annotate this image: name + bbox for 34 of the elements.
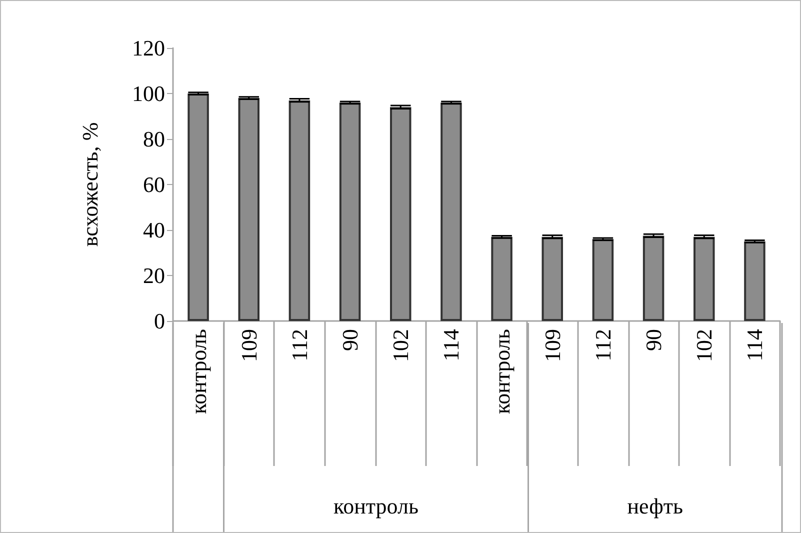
bar — [440, 102, 462, 321]
x-tick-label: 102 — [388, 329, 414, 362]
bar — [491, 236, 512, 321]
text: нефть — [627, 494, 683, 518]
text: контроль — [334, 494, 418, 518]
x-tick-label: контроль — [186, 329, 211, 414]
bar — [288, 100, 310, 321]
x-tick-label: 102 — [692, 329, 717, 362]
bar — [188, 94, 209, 321]
x-tick-label: 90 — [641, 329, 666, 351]
x-tick-label: 109 — [540, 329, 565, 362]
x-tick-label: 114 — [438, 329, 464, 362]
bar — [390, 107, 412, 321]
bar — [642, 236, 664, 321]
y-tick-label: 20 — [143, 263, 165, 288]
x-tick-label: 114 — [742, 329, 768, 362]
x-tick-label: 109 — [236, 329, 262, 362]
bar — [542, 236, 563, 321]
y-tick-label: 120 — [132, 36, 165, 60]
y-tick-label: 100 — [132, 81, 165, 106]
y-tick-label: 0 — [154, 308, 165, 334]
bar — [694, 236, 715, 321]
bar — [744, 241, 766, 321]
x-tick-label: 90 — [338, 329, 363, 351]
bar — [592, 239, 614, 321]
x-tick-label: 112 — [286, 329, 312, 362]
y-tick-label: 60 — [143, 172, 165, 197]
bar — [339, 102, 361, 321]
y-tick-label: 80 — [143, 126, 165, 152]
x-tick-label: контроль — [489, 329, 514, 414]
x-tick-label: 112 — [590, 329, 616, 362]
bar — [238, 98, 260, 321]
y-axis-title: всхожесть, % — [78, 122, 102, 247]
y-tick-label: 40 — [143, 218, 165, 242]
